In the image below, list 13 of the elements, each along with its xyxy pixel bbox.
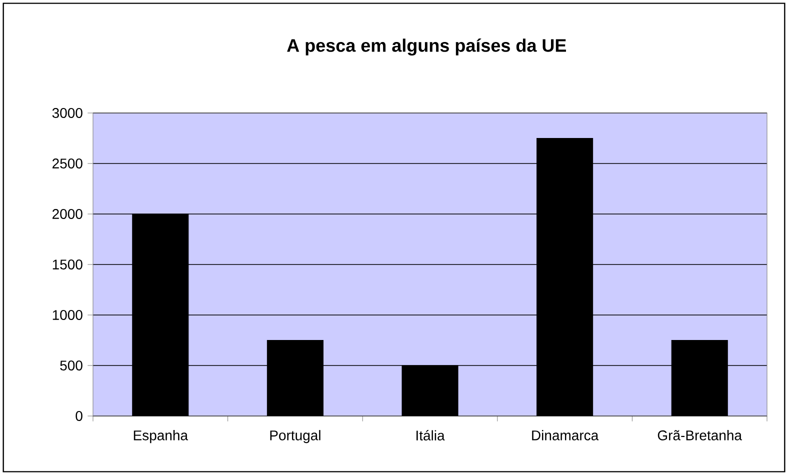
y-tick-label: 2000 <box>52 209 82 219</box>
x-tick-label: Espanha <box>134 430 188 444</box>
chart-title: A pesca em alguns países da UE <box>287 38 566 56</box>
x-tick-label: Grã-Bretanha <box>658 430 742 440</box>
y-tick-label: 1500 <box>52 260 82 270</box>
x-tick-label: Itália <box>416 430 445 440</box>
x-tick-label: Portugal <box>270 430 320 444</box>
y-tick-label: 500 <box>60 360 82 370</box>
y-tick-label: 3000 <box>52 108 82 118</box>
x-tick-label: Dinamarca <box>532 430 599 440</box>
y-tick-label: 1000 <box>52 310 82 320</box>
y-tick-label: 2500 <box>52 158 82 168</box>
y-tick-label: 0 <box>76 411 82 421</box>
